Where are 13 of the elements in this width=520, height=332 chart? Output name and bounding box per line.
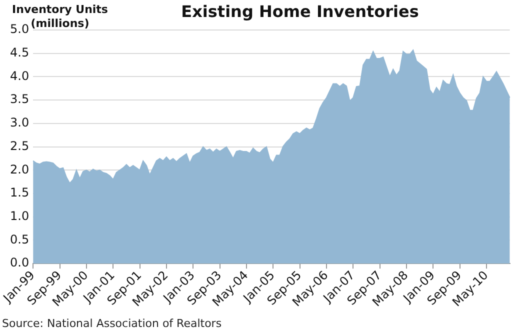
y-tick-label: 3.5 <box>10 92 30 106</box>
source-note: Source: National Association of Realtors <box>2 317 222 330</box>
y-tick-label: 5.0 <box>10 22 30 36</box>
y-tick-label: 1.5 <box>10 186 30 200</box>
y-tick-label: 3.0 <box>10 116 30 130</box>
chart-title: Existing Home Inventories <box>180 2 420 21</box>
y-tick-label: 2.0 <box>10 162 30 176</box>
y-tick-label: 4.5 <box>10 45 30 60</box>
y-tick-label: 0.5 <box>10 232 30 246</box>
y-tick-label: 4.0 <box>10 68 30 83</box>
y-tick-label: 1.0 <box>10 208 30 223</box>
y-tick-label: 0.0 <box>10 256 30 270</box>
y-tick-label: 2.5 <box>10 138 30 153</box>
